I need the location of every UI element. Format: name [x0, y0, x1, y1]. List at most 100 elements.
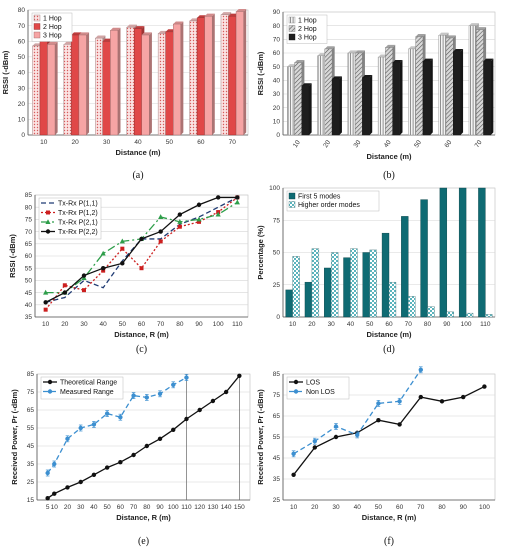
- y-tick-label: 35: [273, 476, 281, 483]
- legend-box: [286, 190, 380, 212]
- y-tick-label: 80: [18, 7, 26, 14]
- legend-marker: [46, 210, 50, 215]
- x-tick-label: 100: [479, 504, 490, 511]
- y-tick-label: 10: [273, 119, 281, 126]
- x-tick-label: 30: [353, 139, 363, 149]
- bar: [165, 31, 174, 136]
- x-tick-label: 5: [46, 504, 50, 511]
- bar: [331, 78, 340, 136]
- x-tick-label: 70: [417, 504, 425, 511]
- bar: [71, 34, 80, 136]
- data-point: [210, 398, 216, 404]
- bar: [285, 289, 293, 318]
- y-tick-label: 65: [25, 241, 33, 248]
- bar: [294, 62, 302, 136]
- data-point: [482, 384, 487, 389]
- legend-label: LOS: [306, 380, 320, 387]
- data-point: [418, 394, 423, 400]
- data-point: [45, 470, 50, 476]
- x-tick-label: 100: [213, 321, 224, 328]
- x-tick-label: 40: [354, 504, 362, 511]
- bar: [343, 257, 351, 318]
- y-tick-label: 60: [18, 38, 26, 45]
- y-tick-label: 45: [273, 455, 281, 462]
- x-tick-label: 90: [460, 504, 468, 511]
- x-tick-label: 20: [311, 504, 319, 511]
- y-axis-title: RSSI (-dBm): [1, 50, 10, 94]
- legend-marker: [293, 389, 299, 394]
- y-tick-label: 80: [25, 204, 33, 211]
- chart-d: 0 25 50 75 100 10 20 30 40 50 60 70 80 90 100 110 Distan…: [256, 185, 496, 355]
- legend-marker: [45, 229, 51, 234]
- bar-top: [438, 32, 449, 36]
- series-line: [293, 386, 485, 476]
- legend-label: Tx-Rx P(2,1): [58, 220, 98, 227]
- bar: [408, 48, 416, 136]
- bar: [392, 62, 401, 136]
- chart-a: 0 10 20 30 40 50 60 70 80 10 20 30 40 50 60 70 Distance …: [1, 7, 249, 181]
- x-tick-label: 70: [157, 321, 165, 328]
- bar: [476, 29, 484, 136]
- data-point: [177, 212, 183, 217]
- legend-label: Tx-Rx P(1,2): [58, 210, 98, 217]
- bar: [220, 14, 229, 136]
- x-tick-label: 20: [322, 139, 332, 149]
- legend-label: 2 Hop: [298, 26, 317, 33]
- bar-top: [294, 59, 305, 63]
- y-axis-title: RSSI (-dBm): [8, 234, 17, 278]
- bar: [157, 33, 166, 136]
- bar-top: [468, 23, 479, 26]
- chart-b: 0 10 20 30 40 50 60 70 80 90 10 20 30 40 50 60 70 Distanc…: [256, 9, 496, 181]
- data-point: [62, 283, 67, 288]
- x-tick-label: 80: [176, 321, 184, 328]
- bar-top: [332, 76, 342, 79]
- bar-top: [385, 44, 396, 48]
- data-point: [81, 273, 87, 278]
- bar-side: [460, 49, 464, 135]
- bar-top: [355, 50, 365, 53]
- y-tick-label: 15: [27, 497, 35, 504]
- x-tick-label: 30: [328, 321, 336, 328]
- legend-box: [40, 376, 124, 400]
- y-tick-label: 20: [18, 101, 26, 108]
- bar-side: [430, 58, 433, 135]
- x-tick-label: 70: [474, 139, 484, 149]
- y-tick-label: 75: [25, 217, 33, 224]
- x-tick-label: 90: [156, 504, 164, 511]
- data-point: [104, 465, 110, 470]
- bar: [287, 66, 295, 136]
- bar: [32, 45, 41, 136]
- data-point: [45, 496, 50, 501]
- bar-side: [149, 32, 152, 135]
- data-point: [120, 246, 125, 251]
- y-tick-label: 30: [18, 85, 26, 92]
- data-point: [157, 391, 163, 396]
- bar: [102, 41, 111, 136]
- bar-side: [55, 41, 58, 135]
- bar: [362, 252, 370, 318]
- legend-label: Higher order modes: [298, 202, 360, 209]
- bar-top: [173, 21, 184, 25]
- data-point: [171, 382, 176, 387]
- bar: [134, 28, 142, 136]
- bar: [235, 11, 244, 136]
- x-tick-label: 60: [396, 504, 404, 511]
- bar: [350, 248, 358, 318]
- bar: [126, 26, 135, 136]
- y-tick-label: 30: [273, 91, 281, 98]
- y-tick-label: 80: [273, 23, 281, 30]
- data-point: [144, 443, 150, 449]
- x-axis-title: Distance, R (m): [362, 513, 417, 522]
- legend-swatch: [288, 201, 296, 208]
- legend-swatch: [288, 192, 296, 200]
- y-tick-label: 25: [27, 479, 35, 486]
- bar: [385, 47, 393, 136]
- chart-c: 35 40 45 50 55 60 65 70 75 80 85 10 20 30 40 50 60 70 80 90…: [8, 192, 249, 355]
- legend-label: First 5 modes: [298, 194, 341, 201]
- bar-side: [339, 76, 342, 135]
- bar-top: [220, 12, 232, 15]
- data-point: [291, 472, 296, 477]
- x-tick-label: 10: [292, 139, 302, 149]
- bar-top: [347, 50, 358, 53]
- series-line: [47, 377, 187, 474]
